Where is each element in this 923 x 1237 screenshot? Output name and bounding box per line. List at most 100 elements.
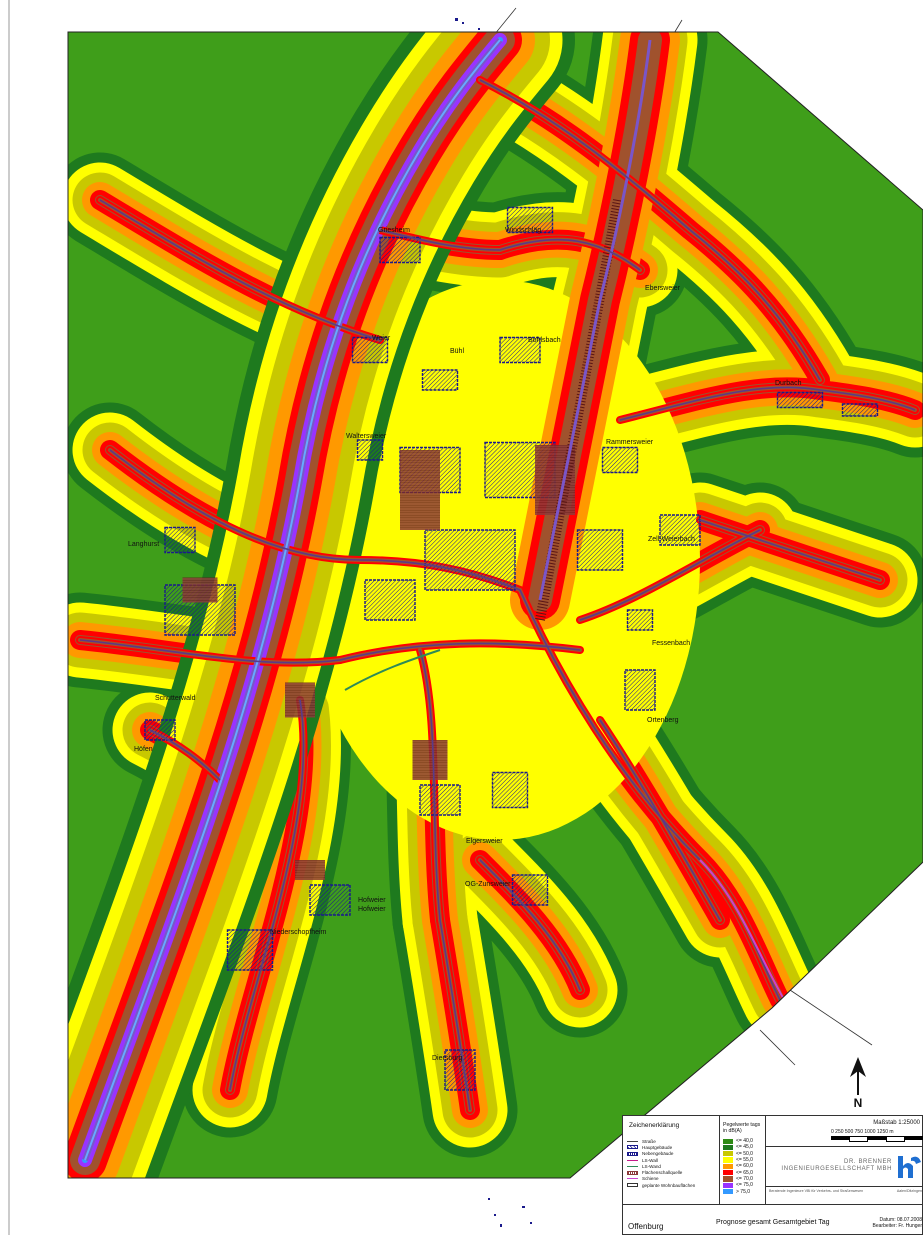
level-row: <= 70,0 [723,1176,753,1182]
legend-box: Zeichenerklärung Straße Hauptgebäude Neben… [622,1115,923,1235]
urban-area [512,875,548,905]
urban-area [507,207,553,233]
place-label: Ebersweier [645,285,681,292]
company-line1: DR. BRENNER [844,1159,892,1165]
legend-item: geplante Wohnbauflächen [627,1182,695,1188]
level-label: > 75,0 [736,1188,751,1195]
legend-item: Schiene [627,1176,695,1182]
legend-symbol [627,1165,638,1167]
road [499,238,641,271]
urban-area [425,530,515,590]
place-label: Waltersweier [346,433,387,440]
urban-outline [356,439,384,461]
scale-block: Maßstab 1:25000 0 250 500 750 1000 1250 … [765,1116,923,1147]
cut-line [759,1029,796,1066]
level-legend-title: Pegelwerte tags in dB(A) [723,1122,761,1134]
urban-outline [776,391,824,409]
svg-text:N: N [854,1096,863,1109]
company-logo-icon [898,1156,921,1178]
legend-symbol [627,1178,638,1180]
urban-area [310,885,350,915]
company-line2: INGENIEURGESELLSCHAFT MBH [781,1166,892,1172]
road [419,649,441,921]
level-row: <= 65,0 [723,1169,753,1176]
level-label: <= 65,0 [736,1169,753,1176]
legend-item: Flächenschallquelle [627,1169,695,1175]
urban-area [602,447,638,473]
urban-area [445,1050,475,1090]
city-name: Offenburg [628,1222,664,1231]
level-row: <= 60,0 [723,1163,753,1169]
noise-barrier [344,649,441,691]
place-label: Durbach [775,380,802,387]
urban-outline [421,369,459,391]
road [79,639,341,664]
urban-area [777,392,823,408]
level-swatch [723,1157,733,1163]
level-label: <= 75,0 [736,1182,753,1189]
urban-outline [626,609,654,631]
level-legend: Pegelwerte tags in dB(A) <= 40,0 <= 45,0 <… [719,1116,766,1204]
urban-outline [379,236,421,264]
road [379,229,501,251]
place-label: Höfen [134,746,153,753]
urban-area [165,527,195,553]
urban-areas [144,199,879,1091]
legend-items: Straße Hauptgebäude Nebengebäude LS-Wall LS-… [627,1138,695,1188]
urban-outline [506,206,554,234]
level-swatch [723,1163,733,1169]
road [339,642,581,661]
level-list: <= 40,0 <= 45,0 <= 50,0 <= 55,0 <= 60,0 <= 65… [723,1138,753,1195]
urban-outline [226,929,274,971]
level-swatch [723,1182,733,1188]
road [519,589,781,1001]
place-label: Niederschopfheim [270,929,327,936]
urban-area [492,772,528,808]
urban-outline [576,529,624,571]
level-label: <= 60,0 [736,1163,753,1170]
place-label: Zell-Weierbach [648,536,695,543]
urban-area [625,670,655,710]
road [579,529,761,621]
legend-item: LS-Wand [627,1163,695,1169]
urban-area [627,610,653,630]
place-label: Rammersweier [606,439,654,446]
legend-label: Nebengebäude [642,1151,674,1157]
level-swatch [723,1176,733,1182]
date-block: Datum: 08.07.2008 Bearbeiter: Fr. Hunger [873,1217,922,1229]
legend-symbol [627,1145,638,1150]
place-label: Hofweier [358,906,386,913]
urban-outline [424,529,516,591]
urban-area [422,370,458,390]
level-label: <= 45,0 [736,1144,753,1151]
place-label: Schutterwald [155,695,196,702]
road [479,79,821,381]
urban-outline [601,446,639,474]
legend-item: Straße [627,1138,695,1144]
level-label: <= 40,0 [736,1138,753,1145]
legend-symbol [627,1159,638,1161]
roads [79,38,916,1162]
railway [538,39,652,601]
urban-area [227,930,273,970]
place-label: Hofweier [358,897,386,904]
company-sub: Beratende Ingenieure VBI für Verkehrs- u… [769,1189,864,1193]
scale-title: Maßstab 1:25000 [873,1120,920,1126]
company-block: DR. BRENNER INGENIEURGESELLSCHAFT MBH [765,1146,923,1187]
level-swatch [723,1144,733,1151]
level-row: <= 75,0 [723,1182,753,1188]
legend-label: Straße [642,1138,656,1144]
level-swatch [723,1151,733,1157]
map-title: Prognose gesamt Gesamtgebiet Tag [716,1219,830,1226]
legend-title: Zeichenerklärung [629,1122,680,1129]
level-row: <= 50,0 [723,1151,753,1157]
level-swatch [723,1188,733,1195]
place-labels: Griesheim Windschläg Ebersweier Weier Bühl Bo… [128,227,802,1062]
legend-symbol [627,1183,638,1188]
urban-outline [419,784,461,816]
urban-area [420,785,460,815]
cut-line [789,989,873,1046]
level-row: > 75,0 [723,1188,753,1195]
motorway-center [84,39,501,1161]
